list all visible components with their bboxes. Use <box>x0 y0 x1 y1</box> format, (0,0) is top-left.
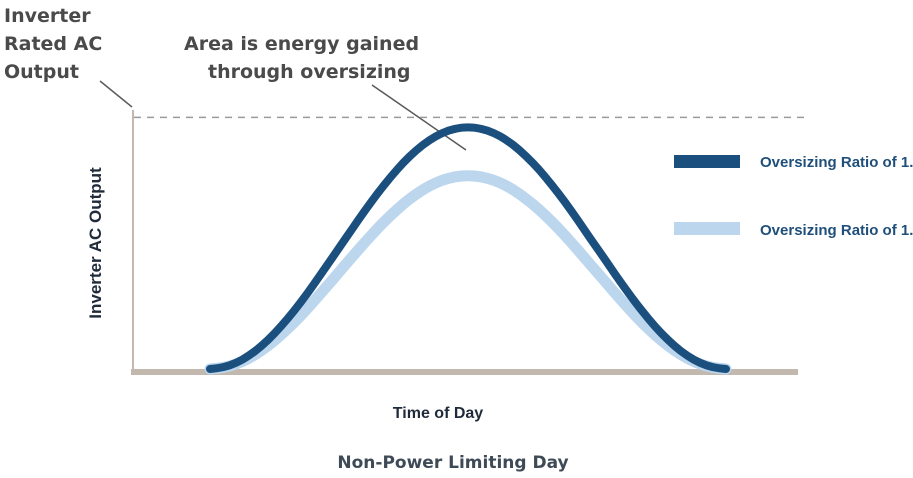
chart-title: Non-Power Limiting Day <box>337 453 568 473</box>
rated-output-leader-line <box>99 80 133 108</box>
rated-output-label-line: Output <box>4 61 79 83</box>
rated-output-label-line: Rated AC <box>4 33 102 55</box>
rated-output-label-line: Inverter <box>4 5 91 27</box>
legend-label-ratio-1-2: Oversizing Ratio of 1.2 <box>760 222 913 239</box>
legend: Oversizing Ratio of 1.5 Oversizing Ratio… <box>674 154 913 239</box>
series-line-ratio-1-2 <box>204 170 732 375</box>
annotation-text: Area is energy gained through oversizing <box>184 33 426 83</box>
annotation-leader-line <box>371 84 467 151</box>
y-axis-title: Inverter AC Output <box>86 167 105 319</box>
series-line-ratio-1-5 <box>206 123 730 373</box>
x-axis-title: Time of Day <box>393 405 484 422</box>
annotation-line: Area is energy gained <box>184 33 419 55</box>
rated-output-label: Inverter Rated AC Output <box>4 5 109 83</box>
annotation-line: through oversizing <box>208 61 411 83</box>
legend-label-ratio-1-5: Oversizing Ratio of 1.5 <box>760 154 913 171</box>
legend-swatch-ratio-1-5 <box>674 155 740 168</box>
legend-swatch-ratio-1-2 <box>674 222 740 235</box>
